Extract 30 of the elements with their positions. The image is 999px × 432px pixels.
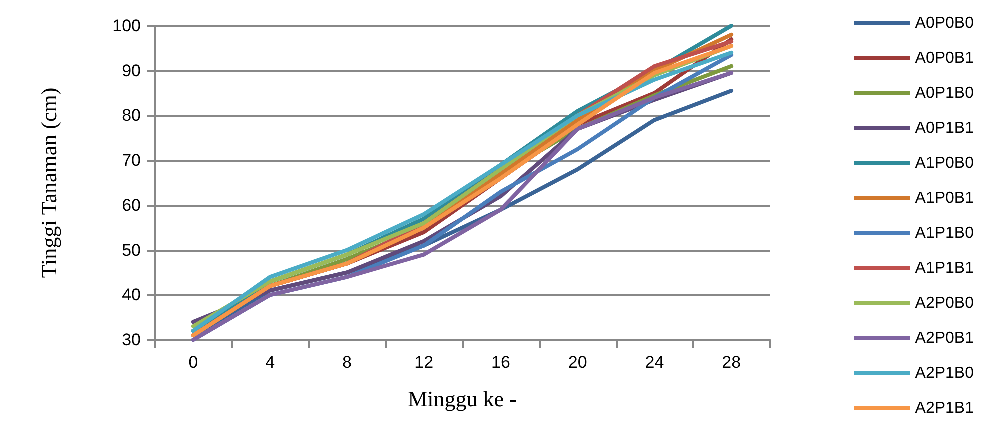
y-tick-label: 30: [122, 330, 141, 350]
legend-label: A1P1B1: [915, 260, 974, 277]
x-tick-label: 0: [188, 353, 198, 372]
legend-label: A1P0B0: [915, 155, 974, 172]
y-tick-label: 70: [122, 151, 141, 170]
legend-label: A2P0B1: [915, 330, 974, 347]
x-tick-label: 4: [266, 353, 276, 372]
y-tick-label: 100: [112, 16, 141, 36]
x-tick-label: 8: [342, 353, 352, 372]
legend-label: A0P0B0: [915, 15, 974, 32]
x-axis-title: Minggu ke -: [408, 386, 517, 412]
x-tick-label: 20: [568, 353, 588, 372]
x-tick-label: 16: [491, 353, 510, 372]
legend-label: A1P0B1: [915, 190, 974, 207]
y-axis-title: Tinggi Tanaman (cm): [36, 88, 62, 278]
legend-label: A0P0B1: [915, 50, 974, 67]
legend-label: A2P1B1: [915, 400, 974, 417]
legend-label: A0P1B1: [915, 120, 974, 137]
legend-label: A2P1B0: [915, 365, 974, 382]
legend-label: A2P0B0: [915, 295, 974, 312]
x-tick-label: 24: [645, 353, 664, 372]
legend-label: A1P1B0: [915, 225, 974, 242]
y-tick-label: 60: [122, 196, 141, 215]
y-tick-label: 40: [122, 286, 141, 305]
legend-label: A0P1B0: [915, 85, 974, 102]
y-tick-label: 50: [122, 240, 141, 260]
x-tick-label: 28: [722, 353, 742, 372]
x-tick-label: 12: [414, 353, 434, 372]
y-tick-label: 90: [122, 61, 141, 80]
y-tick-label: 80: [122, 106, 141, 126]
